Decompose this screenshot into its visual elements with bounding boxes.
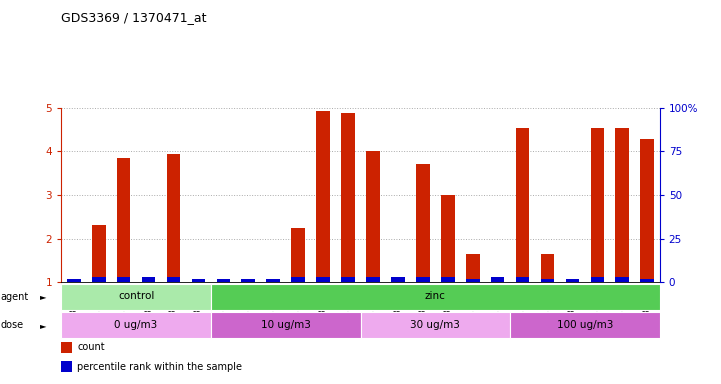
Bar xyxy=(266,280,280,282)
Bar xyxy=(341,113,355,282)
Bar xyxy=(61,361,72,372)
Bar xyxy=(441,195,455,282)
Bar xyxy=(416,164,430,282)
Bar xyxy=(466,254,479,282)
Bar xyxy=(466,279,479,282)
Text: 30 ug/m3: 30 ug/m3 xyxy=(410,320,460,330)
Bar xyxy=(416,277,430,282)
Bar xyxy=(61,341,72,353)
Bar xyxy=(117,277,131,282)
Text: agent: agent xyxy=(1,291,29,302)
Bar xyxy=(92,225,105,282)
Bar xyxy=(516,277,529,282)
Bar xyxy=(541,254,554,282)
Text: dose: dose xyxy=(1,320,24,331)
Bar xyxy=(317,111,330,282)
Bar xyxy=(640,279,654,282)
Bar xyxy=(291,228,305,282)
Text: control: control xyxy=(118,291,154,301)
Text: 0 ug/m3: 0 ug/m3 xyxy=(115,320,158,330)
Text: 10 ug/m3: 10 ug/m3 xyxy=(261,320,311,330)
Bar xyxy=(216,279,230,282)
Bar xyxy=(391,278,404,282)
Bar xyxy=(67,279,81,282)
Bar xyxy=(366,151,380,282)
Bar xyxy=(67,280,81,282)
Text: 100 ug/m3: 100 ug/m3 xyxy=(557,320,613,330)
Bar xyxy=(266,279,280,282)
Bar xyxy=(616,277,629,282)
Bar xyxy=(216,280,230,282)
Bar xyxy=(491,280,505,282)
Text: percentile rank within the sample: percentile rank within the sample xyxy=(77,362,242,372)
Bar xyxy=(565,279,579,282)
Bar xyxy=(590,129,604,282)
Bar xyxy=(167,277,180,282)
Text: ►: ► xyxy=(40,321,46,330)
Bar xyxy=(441,277,455,282)
Bar xyxy=(317,277,330,282)
Bar xyxy=(491,277,505,282)
Bar xyxy=(192,280,205,282)
Bar xyxy=(291,277,305,282)
Bar xyxy=(61,313,211,338)
Bar xyxy=(92,277,105,282)
Bar xyxy=(360,313,510,338)
Bar xyxy=(341,277,355,282)
Text: zinc: zinc xyxy=(425,291,446,301)
Bar xyxy=(590,277,604,282)
Bar xyxy=(242,279,255,282)
Text: GDS3369 / 1370471_at: GDS3369 / 1370471_at xyxy=(61,12,207,25)
Text: ►: ► xyxy=(40,292,46,301)
Bar xyxy=(541,279,554,282)
Bar xyxy=(366,277,380,282)
Bar xyxy=(516,129,529,282)
Bar xyxy=(211,284,660,310)
Bar xyxy=(117,158,131,282)
Bar xyxy=(391,277,404,282)
Bar xyxy=(510,313,660,338)
Bar xyxy=(211,313,360,338)
Bar xyxy=(142,277,156,282)
Bar xyxy=(61,284,211,310)
Bar xyxy=(640,139,654,282)
Bar xyxy=(242,280,255,282)
Bar xyxy=(192,279,205,282)
Bar xyxy=(616,129,629,282)
Bar xyxy=(565,280,579,282)
Text: count: count xyxy=(77,342,105,352)
Bar xyxy=(142,278,156,282)
Bar xyxy=(167,154,180,282)
